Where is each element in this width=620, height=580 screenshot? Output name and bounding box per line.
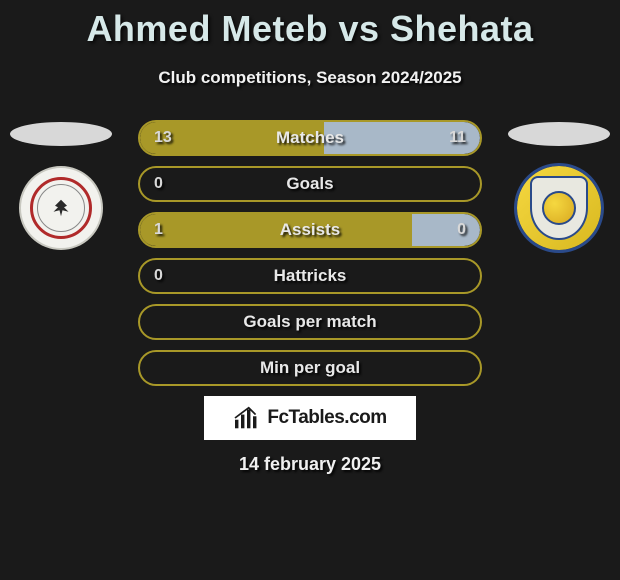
metric-label: Matches bbox=[140, 128, 480, 148]
subtitle: Club competitions, Season 2024/2025 bbox=[0, 68, 620, 88]
country-flag-left bbox=[10, 122, 112, 146]
metric-row: Matches13 11 bbox=[138, 120, 482, 156]
metric-row: Goals0 bbox=[138, 166, 482, 202]
country-flag-right bbox=[508, 122, 610, 146]
watermark-text: FcTables.com bbox=[267, 407, 386, 429]
comparison-chart: Matches1311Goals0Assists10Hattricks0Goal… bbox=[138, 120, 482, 396]
club-badge-right bbox=[517, 166, 601, 250]
date-line: 14 february 2025 bbox=[0, 454, 620, 475]
page-title: Ahmed Meteb vs Shehata bbox=[0, 0, 620, 50]
metric-label: Assists bbox=[140, 220, 480, 240]
metric-value-left: 0 bbox=[154, 267, 163, 285]
eagle-icon bbox=[46, 196, 76, 220]
metric-value-right: 0 bbox=[457, 221, 466, 239]
metric-value-right: 11 bbox=[449, 129, 466, 147]
metric-value-left: 13 bbox=[154, 129, 172, 147]
metric-row: Assists1 0 bbox=[138, 212, 482, 248]
metric-row: Goals per match bbox=[138, 304, 482, 340]
metric-value-left: 1 bbox=[154, 221, 163, 239]
metric-row: Min per goal bbox=[138, 350, 482, 386]
metric-row: Hattricks0 bbox=[138, 258, 482, 294]
metric-label: Goals per match bbox=[140, 312, 480, 332]
watermark: FcTables.com bbox=[204, 396, 416, 440]
chart-bars-icon bbox=[233, 406, 261, 430]
player-right-slot bbox=[504, 122, 614, 250]
metric-label: Hattricks bbox=[140, 266, 480, 286]
player-left-slot bbox=[6, 122, 116, 250]
club-badge-left bbox=[19, 166, 103, 250]
metric-label: Min per goal bbox=[140, 358, 480, 378]
metric-value-left: 0 bbox=[154, 175, 163, 193]
metric-label: Goals bbox=[140, 174, 480, 194]
